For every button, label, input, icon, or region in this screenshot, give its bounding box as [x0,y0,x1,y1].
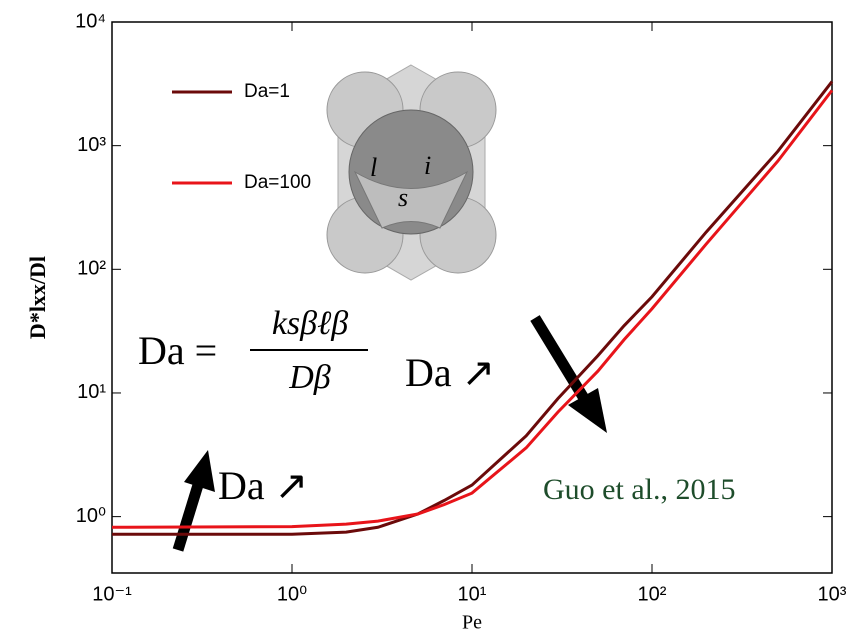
y-tick-label: 10¹ [77,381,106,403]
x-tick-label: 10³ [818,583,847,605]
line [111,89,834,529]
inset-label: l [370,153,377,182]
x-tick-label: 10¹ [458,583,487,605]
legend-label: Da=100 [244,172,311,193]
legend-label: Da=1 [244,81,290,102]
arrows [172,315,607,552]
y-tick-label: 10⁰ [76,505,106,527]
formula-denominator: Dβ [288,359,331,396]
y-tick-label: 10³ [77,134,106,156]
x-tick-label: 10⁰ [277,583,307,605]
annotation: Da ↗ [218,463,308,508]
formula-numerator: ksβℓβ [272,305,348,342]
y-tick-label: 10² [77,258,106,280]
inset-label: s [398,183,408,212]
inset-label: i [424,151,431,180]
x-tick-label: 10² [638,583,667,605]
x-tick-label: 10⁻¹ [92,583,132,605]
formula-lhs: Da = [138,328,217,373]
inset-image [326,64,497,281]
y-tick-label: 10⁴ [75,10,106,32]
line [112,80,834,536]
annotation: Da ↗ [405,350,495,395]
annotation: Guo et al., 2015 [543,473,735,506]
y-axis-label: D*lxx/Dl [25,256,50,339]
x-axis-label: Pe [462,612,482,634]
